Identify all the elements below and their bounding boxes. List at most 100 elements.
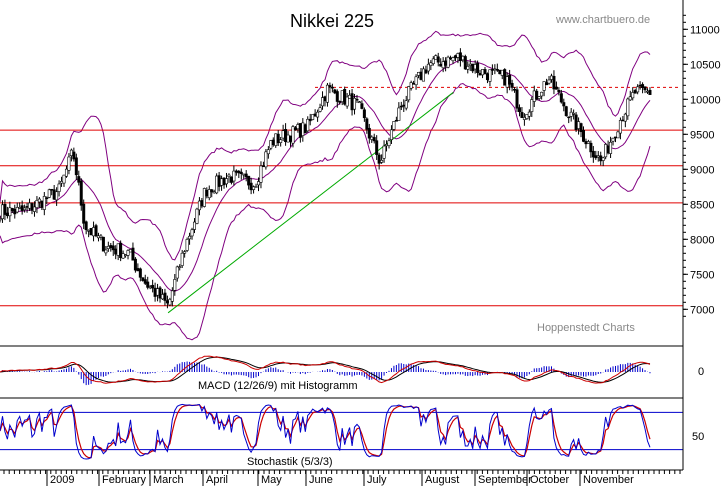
candle-body: [397, 107, 401, 121]
uptrend-line: [167, 91, 454, 314]
candle-body: [412, 83, 416, 85]
candle-body: [311, 114, 315, 120]
candle-body: [18, 207, 22, 209]
candle-body: [407, 86, 411, 101]
candle-body: [554, 86, 558, 90]
candle-body: [370, 136, 374, 140]
candle-body: [392, 121, 396, 130]
candle-body: [156, 288, 160, 296]
candle-body: [380, 159, 384, 163]
candle-body: [308, 118, 312, 122]
candle-body: [419, 71, 423, 80]
candle-body: [360, 103, 364, 109]
candle-body: [242, 173, 246, 176]
candle-body: [284, 129, 288, 143]
candle-body: [426, 63, 430, 72]
candle-body: [323, 96, 327, 102]
candle-body: [212, 191, 216, 194]
candle-body: [328, 85, 332, 88]
candle-body: [584, 141, 588, 145]
candle-body: [621, 119, 625, 122]
candle-body: [289, 135, 293, 142]
candle-body: [109, 245, 113, 249]
candle-body: [508, 74, 512, 85]
candle-body: [136, 268, 140, 272]
candle-body: [631, 92, 635, 99]
candle-body: [481, 69, 485, 76]
candle-body: [434, 55, 438, 60]
candle-body: [451, 57, 455, 62]
candle-body: [372, 137, 376, 142]
candle-body: [338, 101, 342, 103]
candle-body: [446, 56, 450, 68]
candle-body: [340, 90, 344, 102]
stoch-mid-label: 50: [692, 431, 704, 443]
candle-body: [303, 124, 307, 134]
candle-body: [249, 182, 253, 191]
candle-body: [468, 63, 472, 66]
candle-body: [385, 144, 389, 147]
candle-body: [557, 90, 561, 93]
candle-body: [200, 200, 204, 207]
y-tick-label: 7500: [690, 269, 714, 281]
candle-body: [330, 86, 334, 89]
candle-body: [215, 175, 219, 194]
candle-body: [552, 75, 556, 90]
candle-body: [409, 82, 413, 89]
candle-body: [505, 76, 509, 88]
candle-body: [476, 62, 480, 73]
candle-body: [599, 155, 603, 162]
candle-body: [301, 122, 305, 136]
candle-body: [192, 221, 196, 230]
stoch-k-line: [0, 403, 651, 460]
horizontal-lines: [0, 86, 683, 307]
candle-body: [628, 96, 632, 101]
candle-body: [345, 96, 349, 107]
candle-body: [131, 247, 135, 261]
candle-body: [237, 170, 241, 174]
watermark: Hoppenstedt Charts: [537, 322, 635, 334]
candle-body: [613, 136, 617, 139]
candle-body: [220, 178, 224, 186]
month-label: June: [309, 474, 333, 486]
candle-body: [195, 208, 199, 224]
candle-body: [488, 69, 492, 82]
month-label: 2009: [50, 474, 74, 486]
candle-body: [404, 100, 408, 109]
candle-body: [82, 203, 86, 224]
candle-body: [325, 84, 329, 103]
candle-body: [495, 69, 499, 71]
candle-body: [15, 207, 19, 213]
candle-body: [28, 202, 32, 209]
candle-body: [485, 73, 489, 81]
candle-body: [471, 63, 475, 72]
source-credit: www.chartbuero.de: [555, 14, 650, 26]
macd-line: [0, 355, 651, 384]
candle-body: [254, 186, 258, 188]
candle-body: [119, 242, 123, 258]
candle-body: [163, 292, 167, 301]
month-label: September: [478, 474, 532, 486]
candle-body: [510, 82, 514, 88]
candle-body: [286, 134, 290, 143]
macd-signal-line: [0, 356, 651, 383]
y-tick-label: 7000: [690, 304, 714, 316]
candle-body: [591, 150, 595, 158]
candle-body: [604, 144, 608, 158]
candle-body: [146, 281, 150, 288]
candle-body: [429, 62, 433, 66]
candle-body: [0, 218, 2, 221]
candle-body: [436, 56, 440, 63]
candle-body: [594, 155, 598, 159]
candle-body: [160, 294, 164, 300]
candle-body: [589, 142, 593, 153]
candle-body: [25, 206, 29, 208]
candle-body: [545, 82, 549, 86]
candle-body: [520, 112, 524, 118]
candle-body: [79, 180, 83, 206]
macd-label: MACD (12/26/9) mit Histogramm: [198, 380, 358, 392]
candle-body: [525, 114, 529, 119]
candle-body: [227, 174, 231, 177]
candle-body: [62, 174, 66, 184]
candle-body: [431, 58, 435, 64]
